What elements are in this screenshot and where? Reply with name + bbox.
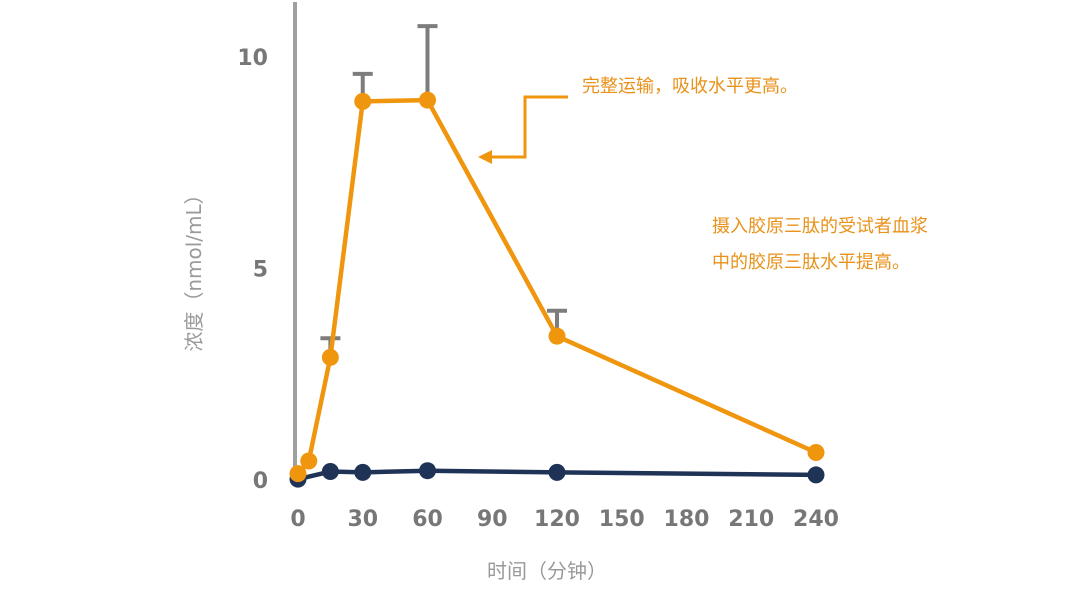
- annotation-transport-text: 完整运输，吸收水平更高。: [582, 76, 798, 97]
- annotation-arrow-head: [478, 150, 492, 164]
- series-0: [289, 24, 825, 483]
- annotation-plasma-line-2: 中的胶原三肽水平提高。: [712, 252, 910, 273]
- y-axis-title: 浓度（nmol/mL）: [182, 184, 206, 351]
- data-point-0-5: [548, 327, 566, 345]
- x-axis-title: 时间（分钟）: [487, 559, 607, 583]
- x-tick-labels: 0 30 60 90 120 150 180 210 240: [290, 507, 839, 532]
- data-point-0-6: [807, 444, 825, 462]
- data-point-1-1: [321, 463, 339, 481]
- annotation-transport: 完整运输，吸收水平更高。: [478, 76, 798, 164]
- annotation-plasma: 摄入胶原三肽的受试者血浆 中的胶原三肽水平提高。: [712, 216, 928, 273]
- data-point-0-1: [300, 452, 318, 470]
- x-tick-label-7: 210: [728, 507, 774, 532]
- x-tick-label-3: 90: [477, 507, 508, 532]
- x-tick-label-4: 120: [534, 507, 580, 532]
- data-point-1-2: [354, 463, 372, 481]
- y-tick-labels: 0 5 10: [237, 46, 268, 494]
- data-point-1-5: [807, 466, 825, 484]
- x-tick-label-2: 60: [412, 507, 443, 532]
- annotation-arrow-line: [490, 95, 568, 159]
- y-tick-label-2: 10: [237, 46, 268, 71]
- data-point-1-3: [419, 462, 436, 480]
- x-tick-label-5: 150: [599, 507, 645, 532]
- data-point-0-2: [321, 348, 339, 366]
- data-point-0-0: [289, 465, 307, 483]
- x-tick-label-8: 240: [793, 507, 839, 532]
- series-line-0: [296, 97, 817, 476]
- y-tick-label-0: 0: [253, 469, 268, 494]
- data-point-1-4: [548, 463, 566, 481]
- series-layer: [289, 24, 825, 488]
- x-tick-label-0: 0: [290, 507, 305, 532]
- y-tick-label-1: 5: [253, 258, 268, 283]
- annotation-plasma-line-1: 摄入胶原三肽的受试者血浆: [712, 216, 928, 237]
- x-tick-label-6: 180: [664, 507, 710, 532]
- data-point-0-3: [354, 92, 372, 110]
- series-1: [289, 462, 825, 488]
- data-point-0-4: [419, 91, 436, 109]
- x-tick-label-1: 30: [347, 507, 378, 532]
